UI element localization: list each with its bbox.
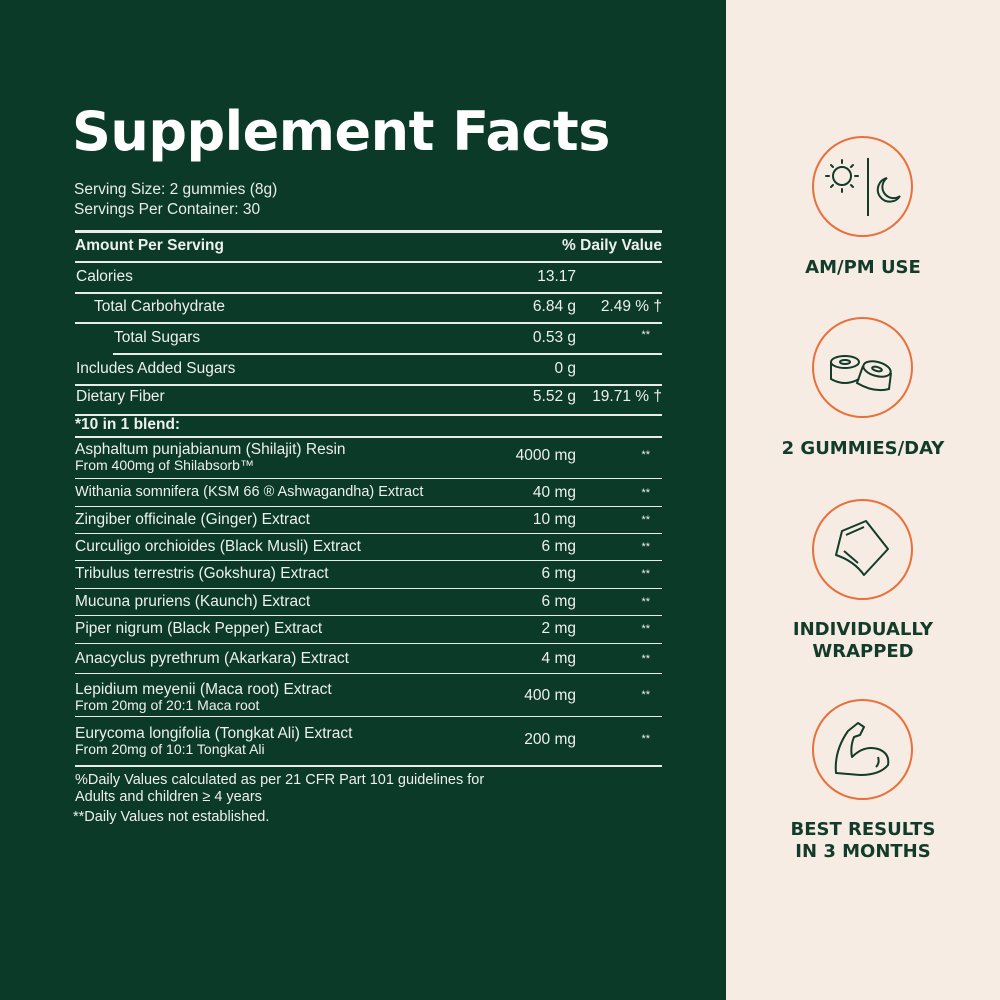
footnote-1: %Daily Values calculated as per 21 CFR P… [75, 772, 485, 788]
ingredient-amount: 6 mg [541, 565, 576, 582]
features-panel: AM/PM USE 2 GUMMIES/DAY INDIVIDUALLY WRA… [726, 0, 1000, 1000]
row-divider [75, 765, 662, 767]
ingredient-amount: 4000 mg [515, 447, 576, 464]
nutrient-amount: 6.84 g [532, 298, 576, 315]
feature-label-am-pm: AM/PM USE [805, 257, 921, 278]
flexed-arm-icon [812, 699, 913, 800]
ingredient-source: From 400mg of Shilabsorb™ [75, 457, 254, 473]
ingredient-amount: 10 mg [532, 511, 576, 528]
feature-label-wrapped: INDIVIDUALLY WRAPPED [726, 619, 1000, 663]
nutrient-name: Total Carbohydrate [94, 298, 225, 315]
nutrient-amount: 5.52 g [532, 388, 576, 405]
row-divider [75, 533, 662, 534]
ingredient-daily-value: ** [641, 623, 650, 635]
ingredient-name: Asphaltum punjabianum (Shilajit) Resin [75, 441, 346, 458]
supplement-facts-panel: Supplement Facts Serving Size: 2 gummies… [0, 0, 726, 1000]
feature-label-gummies: 2 GUMMIES/DAY [781, 438, 945, 459]
ingredient-name: Tribulus terrestris (Gokshura) Extract [75, 565, 329, 582]
row-divider [75, 673, 662, 674]
footnote-2: Adults and children ≥ 4 years [75, 789, 262, 805]
page-title: Supplement Facts [72, 100, 610, 163]
footnote-3: **Daily Values not established. [73, 809, 270, 825]
ingredient-name: Eurycoma longifolia (Tongkat Ali) Extrac… [75, 725, 353, 742]
nutrient-amount: 0 g [554, 360, 576, 377]
ingredient-source: From 20mg of 10:1 Tongkat Ali [75, 741, 265, 757]
row-divider [75, 436, 662, 438]
ingredient-amount: 2 mg [541, 620, 576, 637]
ingredient-daily-value: ** [641, 568, 650, 580]
row-divider [75, 560, 662, 561]
row-divider [75, 322, 662, 324]
feature-label-text: BEST RESULTS IN 3 MONTHS [790, 819, 936, 862]
ingredient-daily-value: ** [641, 653, 650, 665]
ingredient-amount: 6 mg [541, 538, 576, 555]
sun-moon-icon [812, 136, 913, 237]
nutrient-name: Dietary Fiber [76, 388, 165, 405]
ingredient-name: Anacyclus pyrethrum (Akarkara) Extract [75, 650, 349, 667]
ingredient-name: Piper nigrum (Black Pepper) Extract [75, 620, 323, 637]
row-divider [75, 506, 662, 507]
ingredient-daily-value: ** [641, 596, 650, 608]
nutrient-name: Total Sugars [114, 329, 201, 346]
ingredient-amount: 400 mg [524, 687, 576, 704]
row-divider [75, 414, 662, 416]
nutrient-amount: 13.17 [537, 268, 576, 285]
ingredient-name: Mucuna pruriens (Kaunch) Extract [75, 593, 311, 610]
row-divider [75, 230, 662, 233]
nutrient-name: Includes Added Sugars [76, 360, 236, 377]
feature-label-text: INDIVIDUALLY WRAPPED [792, 619, 934, 662]
ingredient-name: Lepidium meyenii (Maca root) Extract [75, 681, 332, 698]
ingredient-daily-value: ** [641, 514, 650, 526]
ingredient-daily-value: ** [641, 487, 650, 499]
row-divider [75, 615, 662, 616]
row-divider [75, 261, 662, 263]
nutrient-daily-value: 2.49 % † [600, 298, 662, 315]
blend-title: *10 in 1 blend: [75, 416, 181, 433]
ingredient-daily-value: ** [641, 541, 650, 553]
ingredient-source: From 20mg of 20:1 Maca root [75, 697, 260, 713]
row-divider [75, 588, 662, 589]
servings-per-container: Servings Per Container: 30 [74, 201, 261, 218]
ingredient-name: Zingiber officinale (Ginger) Extract [75, 511, 310, 528]
row-divider [75, 643, 662, 644]
row-divider [75, 478, 662, 479]
ingredient-amount: 40 mg [532, 484, 576, 501]
nutrient-daily-value: ** [641, 329, 650, 341]
ingredient-daily-value: ** [641, 449, 650, 461]
serving-size: Serving Size: 2 gummies (8g) [74, 181, 278, 198]
feature-label-results: BEST RESULTS IN 3 MONTHS [726, 819, 1000, 863]
ingredient-amount: 6 mg [541, 593, 576, 610]
nutrient-amount: 0.53 g [532, 329, 576, 346]
ingredient-amount: 200 mg [524, 731, 576, 748]
ingredient-name: Withania somnifera (KSM 66 ® Ashwagandha… [75, 484, 424, 500]
ingredient-amount: 4 mg [541, 650, 576, 667]
ingredient-name: Curculigo orchioides (Black Musli) Extra… [75, 538, 361, 555]
row-divider [75, 384, 662, 386]
amount-header: Amount Per Serving [75, 237, 224, 254]
ingredient-daily-value: ** [641, 689, 650, 701]
row-divider [113, 353, 662, 355]
nutrient-name: Calories [76, 268, 133, 285]
row-divider [75, 292, 662, 294]
nutrient-daily-value: 19.71 % † [592, 388, 662, 405]
ingredient-daily-value: ** [641, 733, 650, 745]
gummies-icon [812, 317, 913, 418]
daily-value-header: % Daily Value [562, 237, 662, 254]
row-divider [75, 716, 662, 717]
wrapped-candy-icon [812, 499, 913, 600]
